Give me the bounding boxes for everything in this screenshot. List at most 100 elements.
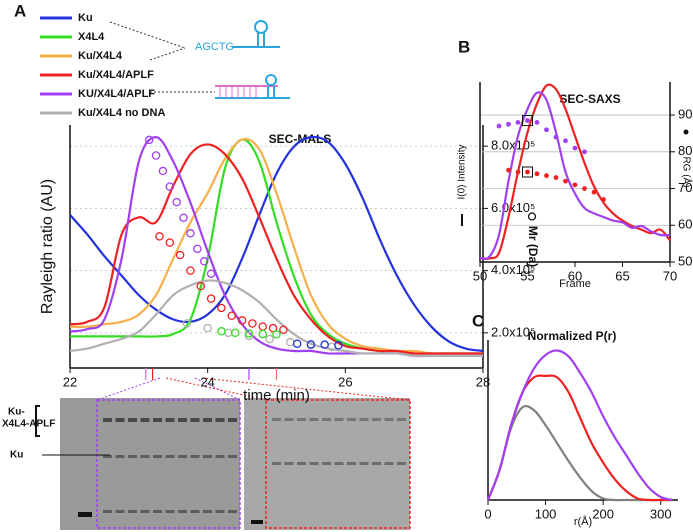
chart-title: SEC-MALS [269,132,332,146]
gel-band [115,455,125,458]
gel-band [178,455,187,458]
gel-band [397,418,406,421]
gel-band [228,455,237,458]
gel-band [153,418,162,422]
y2-tick-label: 50 [678,253,692,268]
gel-band [128,418,137,422]
chart-title: Normalized P(r) [528,329,617,343]
rg-marker [525,118,530,123]
rg-marker [572,182,578,188]
y2-tick-label: 70 [678,180,692,195]
gel-band [140,510,150,513]
mr-marker [244,331,254,341]
mr-marker [244,329,254,338]
gel-band [140,455,150,458]
mr-marker [172,197,181,207]
y2-tick-label: 2.0x10⁵ [491,324,535,339]
y2-tick-label: 8.0x10⁵ [491,138,535,153]
legend-label: Ku [78,12,93,24]
x-tick-label: 55 [520,268,534,283]
gel-band [203,418,212,422]
legend-label: Ku/X4L4 [78,50,123,62]
mr-marker [292,339,302,348]
x-axis-label: r(Å) [574,515,592,528]
mr-marker [206,269,216,278]
y2-axis-label: RG (Å) [680,156,693,187]
rg-marker [563,178,568,184]
mr-marker [334,341,343,350]
mr-marker [258,329,267,339]
x-axis-label: time (min) [243,387,310,404]
gel-band [297,462,306,465]
mr-marker [286,337,295,347]
gel-band [334,462,344,465]
mr-marker [237,316,247,325]
line-series [479,91,671,260]
legend-label: Ku/X4L4 no DNA [78,107,165,119]
y2-tick-label: 6.0x10⁵ [491,200,535,215]
rg-marker [544,127,549,133]
x-tick-label: 100 [535,506,557,521]
y2-tick-label: 60 [678,217,692,232]
legend-label: Ku/X4L4/APLF [78,69,154,81]
dna-schematic [109,20,290,99]
rg-marker [582,149,587,155]
gel-band [165,418,175,422]
line-series [486,349,673,502]
rg-marker [506,167,511,173]
gel-band [384,462,394,465]
gel-band [203,510,212,513]
gel-label: X4L4-APLF [2,419,55,430]
gel-band [190,510,200,513]
gel-band [215,455,225,458]
mr-marker [158,166,168,176]
mr-marker [203,323,212,333]
rg-marker [525,169,530,175]
gel-band [115,510,125,513]
rg-marker [506,121,511,127]
rg-marker [534,171,540,177]
x-tick-label: 300 [650,506,672,521]
x-tick-label: 200 [592,506,614,521]
y-axis-label: I(0) Intensity [457,144,468,199]
line-series [69,136,483,358]
rg-marker [582,186,587,191]
mr-marker [258,322,267,331]
y2-label-marker [683,129,689,135]
gel-band [334,418,344,421]
mr-marker [193,244,202,254]
highlight-box [522,115,533,127]
panel-label: B [458,37,470,56]
line-series [69,143,483,355]
y2-tick-label: 4.0x10⁵ [491,262,535,277]
mr-marker [206,294,216,303]
gel-band [322,418,331,421]
mr-marker [144,135,154,145]
y2-tick-label: 80 [678,143,692,158]
mr-marker [165,182,175,191]
y2-tick-label: 90 [678,106,692,121]
gel-band [347,418,356,421]
x-tick-label: 26 [338,374,352,389]
gel-band [251,520,263,524]
gel-band [384,418,394,421]
mr-marker [175,250,185,260]
x-axis-label: Frame [559,278,591,290]
legend-label: X4L4 [78,31,105,43]
x-tick-label: 70 [663,268,677,283]
panel-label: A [14,1,26,20]
gel-band [153,510,162,513]
y-axis-label: Rayleigh ratio (AU) [39,179,56,314]
gel-band [309,462,319,465]
gel-band [284,462,294,465]
mr-marker [165,238,175,247]
rg-marker [515,120,521,125]
rg-marker [591,189,597,195]
gel-band [347,462,356,465]
gel-band [128,455,137,458]
highlight-box [522,166,533,178]
x-tick-label: 60 [568,268,582,283]
gel-band [115,418,125,422]
gel-band [165,510,175,513]
gel-band [103,418,112,422]
